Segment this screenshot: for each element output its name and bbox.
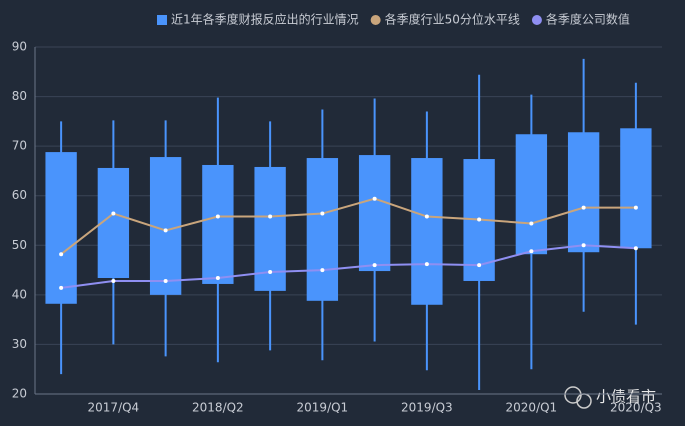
- legend-icon: [370, 15, 381, 25]
- y-tick-label: 70: [12, 139, 27, 153]
- legend-label: 各季度行业50分位水平线: [385, 12, 520, 27]
- line: [60, 197, 636, 255]
- y-tick-label: 30: [12, 337, 27, 351]
- box: [149, 157, 182, 295]
- x-tick-label: 2017/Q4: [88, 401, 140, 415]
- point: [111, 278, 116, 283]
- box: [45, 152, 77, 304]
- box: [515, 134, 548, 255]
- y-tick-label: 50: [12, 238, 27, 252]
- y-tick-label: 80: [12, 89, 27, 103]
- point: [320, 211, 325, 216]
- box: [97, 167, 130, 279]
- line: [60, 244, 636, 289]
- point: [529, 249, 534, 254]
- box: [411, 158, 443, 305]
- point: [477, 217, 482, 222]
- box: [306, 158, 339, 301]
- x-tick-label: 2019/Q3: [401, 401, 453, 415]
- box: [620, 128, 652, 249]
- x-tick-label: 2020/Q3: [610, 401, 662, 415]
- legend-icon: [157, 15, 167, 25]
- point: [320, 268, 325, 273]
- point: [372, 263, 377, 268]
- point: [372, 196, 377, 201]
- box: [202, 164, 234, 284]
- point: [424, 262, 429, 267]
- point: [215, 214, 220, 219]
- x-tick-label: 2018/Q2: [192, 401, 244, 415]
- point: [59, 285, 64, 290]
- legend-icon: [531, 15, 542, 25]
- point: [215, 276, 220, 281]
- point: [59, 252, 64, 257]
- box: [358, 155, 391, 272]
- x-tick-label: 2019/Q1: [297, 401, 349, 415]
- point: [477, 263, 482, 268]
- y-tick-label: 90: [12, 40, 27, 54]
- point: [581, 205, 586, 210]
- point: [268, 214, 273, 219]
- y-tick-label: 40: [12, 287, 27, 301]
- y-tick-label: 60: [12, 188, 27, 202]
- point: [111, 211, 116, 216]
- watermark: 小债看市: [596, 388, 656, 406]
- box: [567, 132, 600, 253]
- point: [529, 221, 534, 226]
- legend-label: 近1年各季度财报反应出的行业情况: [171, 12, 359, 27]
- y-tick-label: 20: [12, 387, 27, 401]
- legend-label: 各季度公司数值: [546, 12, 630, 27]
- x-tick-label: 2020/Q1: [506, 401, 558, 415]
- point: [581, 243, 586, 248]
- point: [163, 228, 168, 233]
- point: [633, 246, 638, 251]
- point: [268, 270, 273, 275]
- point: [633, 205, 638, 210]
- point: [424, 214, 429, 219]
- point: [163, 278, 168, 283]
